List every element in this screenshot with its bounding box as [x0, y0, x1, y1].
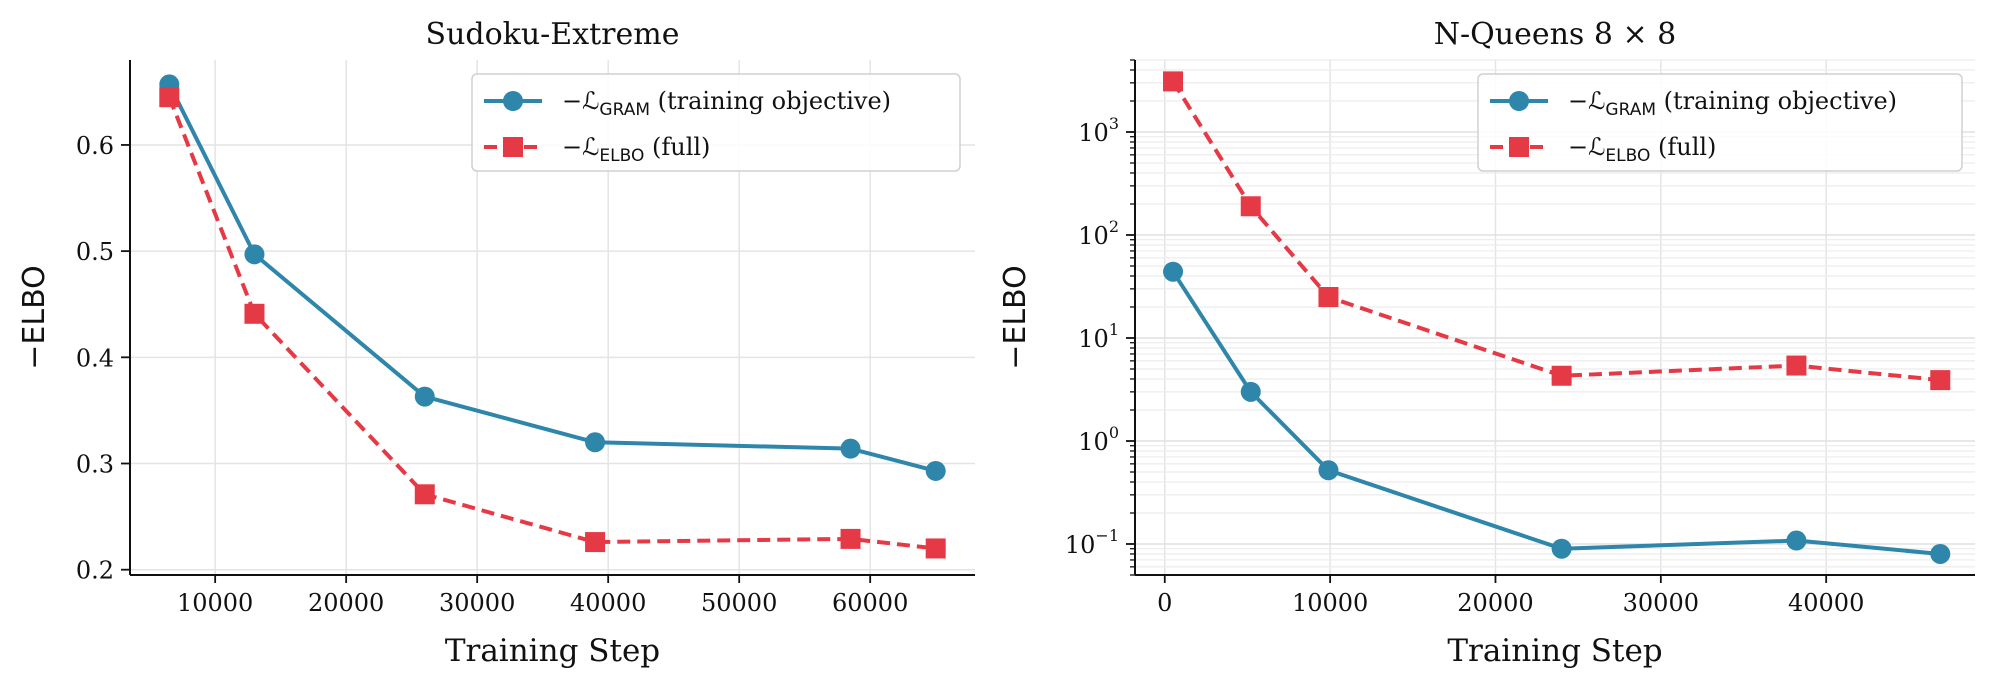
data-point — [1318, 287, 1339, 308]
series-line — [167, 96, 936, 551]
y-tick-exponent: 1 — [1109, 320, 1119, 339]
legend-subscript: GRAM — [599, 100, 650, 120]
y-tick-label: 0.6 — [76, 132, 114, 160]
legend-label: −ℒGRAM (training objective) — [562, 87, 891, 120]
series-gram — [1163, 261, 1951, 564]
y-axis-label: −ELBO — [17, 265, 52, 369]
x-tick-label: 40000 — [1788, 589, 1864, 617]
legend-rest: (full) — [644, 133, 710, 161]
chart-panel-1: 0 10000 20000 30000 4000010−1100101102103N-Q… — [998, 17, 1975, 669]
y-tick-label: 0.3 — [76, 451, 114, 479]
y-tick-exponent: 0 — [1109, 423, 1119, 442]
x-tick-label: 30000 — [439, 589, 515, 617]
chart-title: N-Queens 8 × 8 — [1434, 17, 1676, 52]
y-tick-base: 10 — [1078, 222, 1109, 250]
y-tick-label: 103 — [1078, 114, 1119, 147]
x-tick-label: 50000 — [701, 589, 777, 617]
series-elbo — [1163, 71, 1951, 391]
data-point — [1786, 355, 1807, 376]
y-tick-base: 10 — [1078, 325, 1109, 353]
data-point — [840, 438, 861, 459]
legend: −ℒGRAM (training objective)−ℒELBO (full) — [1477, 73, 1963, 172]
x-axis-label: Training Step — [445, 633, 660, 669]
data-point — [1318, 460, 1339, 481]
legend-label: −ℒGRAM (training objective) — [1568, 87, 1897, 120]
y-tick-label: 10−1 — [1065, 526, 1119, 559]
data-point — [1163, 261, 1184, 282]
chart-title: Sudoku-Extreme — [426, 17, 680, 52]
x-tick-label: 40000 — [570, 589, 646, 617]
data-point — [1240, 196, 1261, 217]
legend-main: −ℒ — [1568, 87, 1605, 115]
data-point — [1786, 530, 1807, 551]
data-point — [244, 303, 265, 324]
x-tick-label: 20000 — [1457, 589, 1533, 617]
y-tick-base: 10 — [1078, 119, 1109, 147]
data-point — [1551, 538, 1572, 559]
series-line — [1171, 270, 1941, 556]
y-tick-exponent: 2 — [1109, 217, 1119, 236]
chart-panel-0: 10000 20000 30000 40000 50000 60000 0.2 0.3 0.4 0… — [17, 17, 975, 669]
x-tick-label: 30000 — [1623, 589, 1699, 617]
legend-box — [471, 73, 961, 172]
y-tick-label: 0.5 — [76, 238, 114, 266]
x-tick-label: 0 — [1157, 589, 1172, 617]
x-tick-label: 10000 — [177, 589, 253, 617]
legend-subscript: GRAM — [1605, 100, 1656, 120]
data-point — [1930, 543, 1951, 564]
legend-main: −ℒ — [562, 133, 599, 161]
series-line — [1171, 80, 1941, 383]
series-line — [167, 83, 937, 473]
legend-rest: (training objective) — [650, 87, 891, 115]
x-tick-label: 20000 — [308, 589, 384, 617]
data-point — [159, 87, 180, 108]
legend-subscript: ELBO — [599, 146, 644, 166]
legend-marker — [503, 91, 523, 111]
data-point — [840, 528, 861, 549]
data-point — [244, 244, 265, 265]
y-tick-exponent: 3 — [1109, 114, 1119, 133]
legend-label: −ℒELBO (full) — [562, 133, 710, 166]
data-point — [1551, 365, 1572, 386]
y-axis-label: −ELBO — [998, 265, 1033, 369]
y-tick-base: 10 — [1078, 428, 1109, 456]
legend-subscript: ELBO — [1605, 146, 1650, 166]
legend-main: −ℒ — [562, 87, 599, 115]
legend-marker — [503, 137, 523, 157]
series-elbo — [159, 87, 946, 559]
x-tick-label: 10000 — [1292, 589, 1368, 617]
legend-label: −ℒELBO (full) — [1568, 133, 1716, 166]
y-tick-exponent: −1 — [1095, 526, 1119, 545]
y-tick-label: 0.2 — [76, 557, 114, 585]
y-tick-label: 0.4 — [76, 344, 114, 372]
data-point — [925, 460, 946, 481]
y-tick-label: 100 — [1078, 423, 1119, 456]
legend-rest: (full) — [1650, 133, 1716, 161]
data-point — [1163, 71, 1184, 92]
data-point — [585, 432, 606, 453]
x-tick-label: 60000 — [832, 589, 908, 617]
legend-box — [1477, 73, 1963, 172]
data-point — [585, 532, 606, 553]
data-point — [1240, 381, 1261, 402]
y-tick-label: 101 — [1078, 320, 1119, 353]
legend: −ℒGRAM (training objective)−ℒELBO (full) — [471, 73, 961, 172]
legend-rest: (training objective) — [1656, 87, 1897, 115]
x-axis-label: Training Step — [1447, 633, 1662, 669]
data-point — [925, 538, 946, 559]
legend-marker — [1509, 137, 1529, 157]
data-point — [1930, 370, 1951, 391]
y-tick-base: 10 — [1065, 531, 1096, 559]
legend-main: −ℒ — [1568, 133, 1605, 161]
data-point — [414, 386, 435, 407]
y-tick-label: 102 — [1078, 217, 1119, 250]
data-point — [414, 484, 435, 505]
legend-marker — [1509, 91, 1529, 111]
